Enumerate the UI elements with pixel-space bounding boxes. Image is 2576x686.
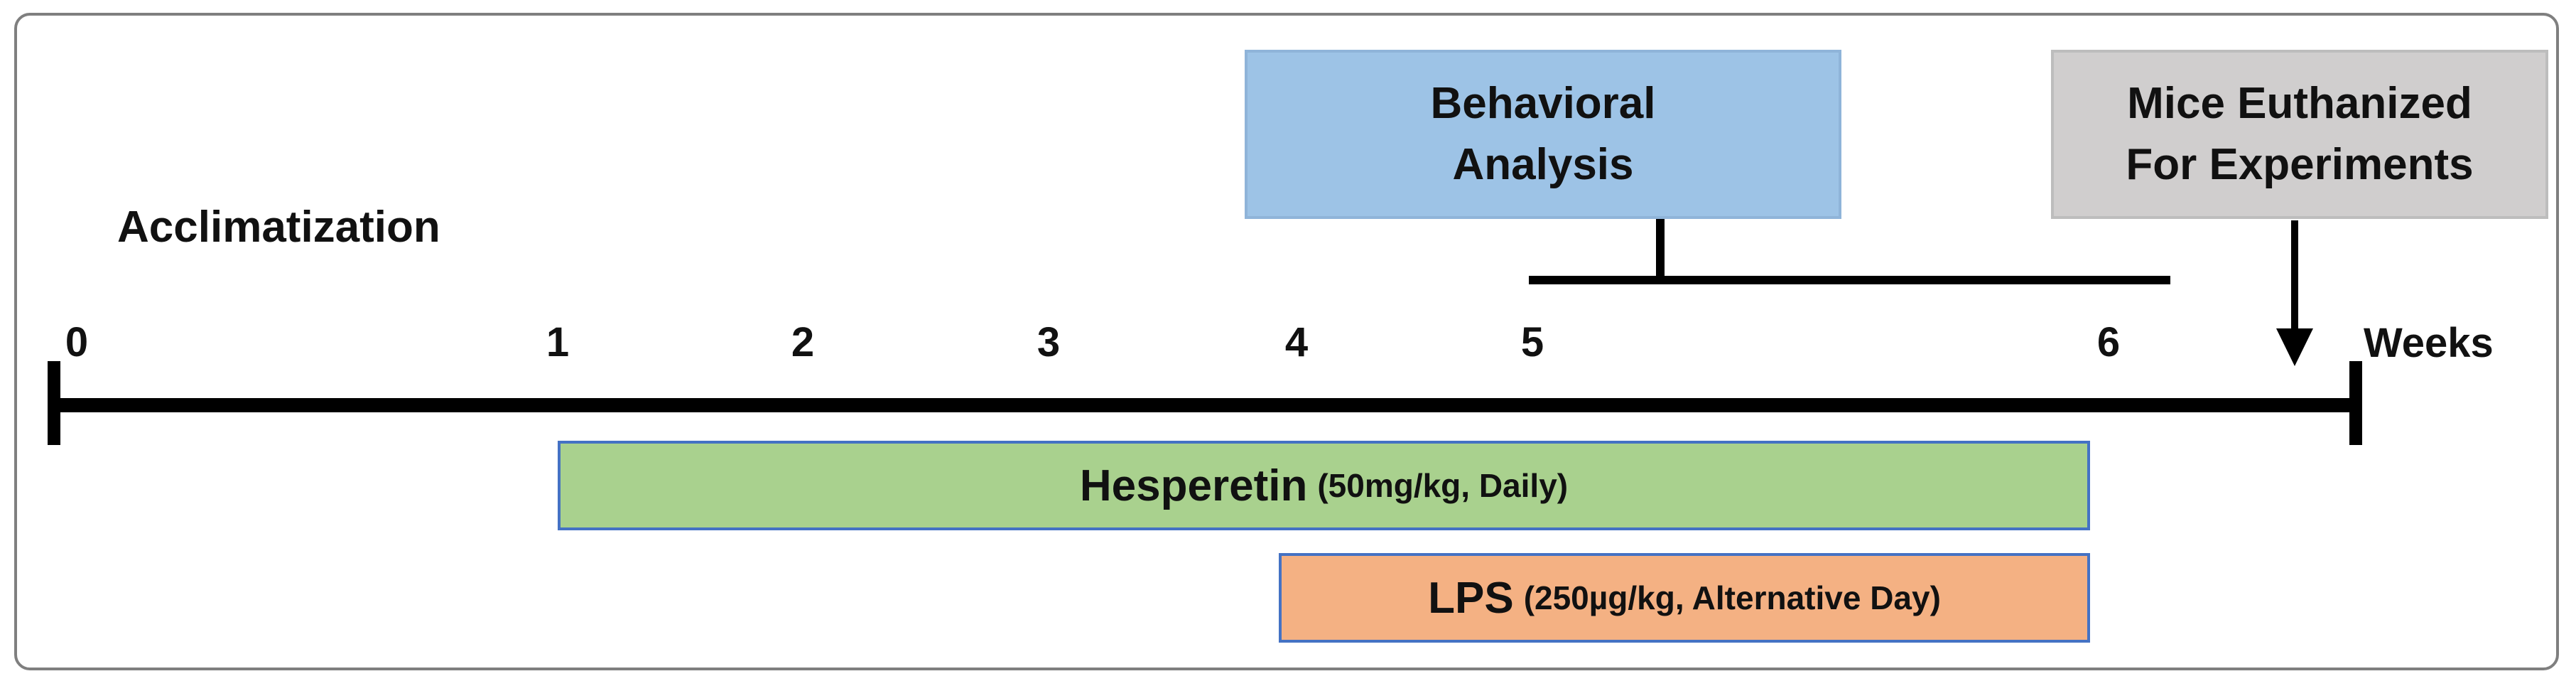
weeks-axis-label: Weeks [2364, 320, 2494, 366]
hesperetin-dose: (50mg/kg, Daily) [1317, 467, 1569, 504]
tick-label-week-3: 3 [1037, 319, 1061, 365]
tick-label-week-0: 0 [65, 319, 89, 365]
mice-euthanized-box: Mice Euthanized For Experiments [2051, 50, 2548, 219]
acclimatization-label: Acclimatization [117, 203, 440, 252]
mice-euthanized-line2: For Experiments [2126, 140, 2474, 189]
behavioral-analysis-line1: Behavioral [1430, 79, 1656, 128]
hesperetin-name: Hesperetin [1079, 461, 1308, 510]
tick-label-week-2: 2 [791, 319, 815, 365]
hesperetin-treatment-bar: Hesperetin (50mg/kg, Daily) [558, 441, 2090, 530]
euthanized-arrow-head [2276, 328, 2313, 366]
mice-euthanized-line1: Mice Euthanized [2127, 79, 2472, 128]
lps-name: LPS [1428, 573, 1514, 623]
tick-label-week-6: 6 [2096, 319, 2121, 365]
behavioral-analysis-box: Behavioral Analysis [1245, 50, 1841, 219]
tick-label-week-1: 1 [546, 319, 570, 365]
tick-label-week-4: 4 [1284, 319, 1309, 365]
lps-treatment-bar: LPS (250µg/kg, Alternative Day) [1279, 553, 2090, 643]
diagram-frame [14, 13, 2559, 670]
lps-dose: (250µg/kg, Alternative Day) [1523, 579, 1941, 616]
tick-label-week-5: 5 [1520, 319, 1544, 365]
behavioral-analysis-line2: Analysis [1452, 140, 1634, 189]
